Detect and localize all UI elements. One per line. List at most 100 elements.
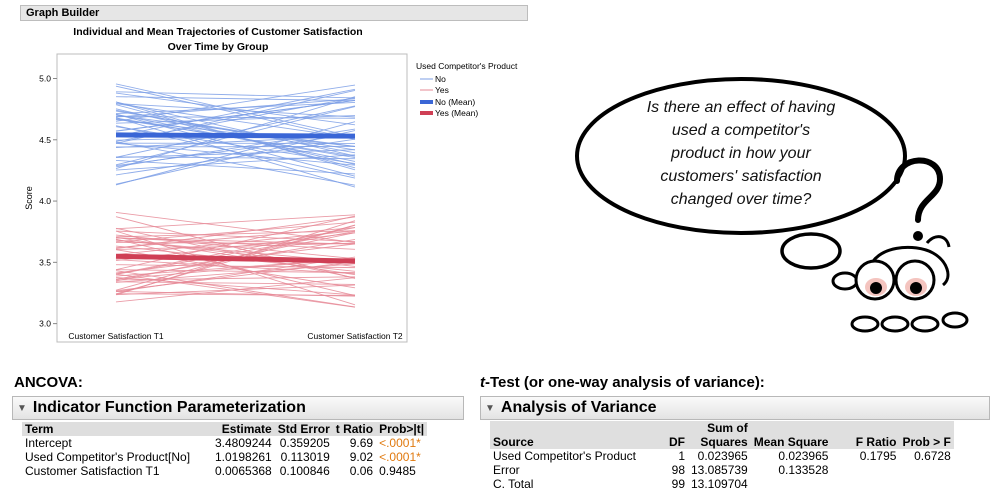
- trajectory-line-yes: [115, 270, 356, 308]
- trajectory-line-yes: [115, 212, 356, 243]
- ms-cell: 0.023965: [778, 449, 829, 463]
- col-sum-bottom: Squares: [700, 435, 748, 449]
- trajectory-line-yes: [115, 261, 356, 292]
- anova-table: Source DF Sum of Squares Mean Square F Ra…: [490, 421, 954, 491]
- p-cell: 0.6728: [914, 449, 951, 463]
- trajectory-chart: Individual and Mean Trajectories of Cust…: [24, 26, 518, 343]
- table-header-row: Term Estimate Std Error t Ratio Prob>|t|: [22, 422, 428, 436]
- table-header-row: Source DF Sum of Squares Mean Square F Ra…: [490, 421, 954, 449]
- thought-bubble: [575, 77, 907, 235]
- y-tick-label: 4.5: [39, 135, 51, 145]
- trajectory-line-yes: [115, 259, 356, 275]
- thought-bubble-puff-small: [831, 271, 859, 291]
- trajectory-line-yes: [115, 237, 356, 245]
- estimate-cell: 3.4809244: [215, 436, 272, 450]
- graph-builder-title: Graph Builder: [20, 5, 528, 21]
- ss-cell: 13.109704: [691, 477, 748, 491]
- legend-label-no: No: [435, 74, 446, 84]
- y-tick-label: 5.0: [39, 74, 51, 84]
- term-cell: Customer Satisfaction T1: [25, 464, 160, 478]
- legend-label-yes-mean: Yes (Mean): [435, 108, 478, 118]
- ancova-panel: ▼ Indicator Function Parameterization Te…: [12, 396, 464, 478]
- df-cell: 98: [671, 463, 685, 477]
- trajectory-line-yes: [115, 277, 356, 296]
- source-cell: Error: [493, 463, 520, 477]
- trajectory-line-yes: [115, 230, 356, 275]
- f-cell: 0.1795: [859, 449, 897, 463]
- anova-panel-title: Analysis of Variance: [500, 399, 657, 416]
- col-source: Source: [490, 421, 646, 449]
- df-cell: 99: [671, 477, 685, 491]
- anova-panel: ▼ Analysis of Variance Source DF Sum of S…: [480, 396, 990, 491]
- ancova-panel-header[interactable]: ▼ Indicator Function Parameterization: [12, 396, 464, 420]
- legend-title: Used Competitor's Product: [416, 61, 518, 71]
- legend-label-no-mean: No (Mean): [435, 97, 475, 107]
- t-ratio-cell: 0.06: [349, 464, 374, 478]
- std-error-cell: 0.113019: [280, 450, 330, 464]
- trajectory-line-yes: [115, 230, 356, 242]
- x-tick-t1: Customer Satisfaction T1: [68, 331, 164, 341]
- ms-cell: [751, 477, 832, 491]
- table-row: Error 98 13.085739 0.133528: [490, 463, 954, 477]
- thought-bubble-text: Is there an effect of having used a comp…: [596, 96, 886, 211]
- mean-line-yes-mean: [115, 253, 356, 264]
- chart-subtitle: Over Time by Group: [168, 41, 269, 53]
- bubble-line: Is there an effect of having: [646, 99, 836, 116]
- trajectory-line-no: [115, 121, 356, 186]
- trajectory-line-no: [115, 142, 356, 166]
- y-axis: 5.0 4.5 4.0 3.5 3.0: [39, 74, 57, 329]
- individual-trajectories: [115, 83, 356, 308]
- std-error-cell: 0.100846: [279, 464, 330, 478]
- chart-title: Individual and Mean Trajectories of Cust…: [73, 26, 362, 38]
- mean-trajectories: [115, 132, 356, 264]
- p-cell: [899, 463, 953, 477]
- trajectory-line-no: [115, 105, 356, 158]
- ttest-heading-rest: -Test (or one-way analysis of variance):: [485, 374, 765, 391]
- df-cell: 1: [678, 449, 685, 463]
- bubble-line: used a competitor's: [671, 122, 811, 139]
- question-mark-icon: [894, 157, 944, 241]
- bubble-line: changed over time?: [670, 191, 812, 208]
- y-tick-label: 3.5: [39, 257, 51, 267]
- trajectory-line-yes: [115, 237, 356, 250]
- disclosure-triangle-icon[interactable]: ▼: [17, 402, 27, 414]
- trajectory-line-no: [115, 141, 356, 186]
- trajectory-line-no: [115, 99, 356, 132]
- source-cell: C. Total: [493, 477, 534, 491]
- table-row: Intercept 3.4809244 0.359205 9.69 <.0001…: [22, 436, 427, 450]
- col-sum-top: Sum of: [707, 421, 748, 435]
- trajectory-line-no: [115, 96, 356, 102]
- trajectory-line-yes: [115, 290, 356, 297]
- ss-cell: 0.023965: [697, 449, 748, 463]
- bubble-line: customers' satisfaction: [660, 168, 822, 185]
- thought-bubble-illustration: [575, 77, 969, 333]
- ancova-table: Term Estimate Std Error t Ratio Prob>|t|…: [22, 422, 428, 478]
- p-cell: [899, 477, 953, 491]
- prob-cell: <.0001*: [379, 450, 421, 464]
- anova-panel-header[interactable]: ▼ Analysis of Variance: [480, 396, 990, 420]
- confused-face-icon: [850, 235, 969, 333]
- std-error-cell: 0.359205: [279, 436, 330, 450]
- trajectory-line-yes: [115, 214, 356, 230]
- table-row: Used Competitor's Product[No] 1.0198261 …: [22, 450, 427, 464]
- trajectory-line-no: [115, 154, 356, 171]
- trajectory-line-no: [115, 88, 356, 137]
- trajectory-line-yes: [115, 269, 356, 274]
- col-t-ratio: t Ratio: [332, 422, 377, 436]
- table-row: Used Competitor's Product 1 0.023965 0.0…: [490, 449, 954, 463]
- col-f-ratio: F Ratio: [831, 421, 900, 449]
- trajectory-line-no: [115, 92, 356, 126]
- x-tick-t2: Customer Satisfaction T2: [307, 331, 403, 341]
- f-cell: [831, 463, 899, 477]
- trajectory-line-no: [115, 83, 356, 138]
- col-mean-square: Mean Square: [750, 421, 832, 449]
- col-prob-f: Prob > F: [899, 421, 954, 449]
- table-row: C. Total 99 13.109704: [490, 477, 954, 491]
- trajectory-line-no: [115, 115, 356, 119]
- trajectory-line-yes: [115, 216, 356, 279]
- prob-cell: 0.9485: [379, 464, 416, 478]
- y-tick-label: 3.0: [39, 319, 51, 329]
- t-ratio-cell: 9.02: [349, 450, 374, 464]
- f-cell: [831, 477, 899, 491]
- disclosure-triangle-icon[interactable]: ▼: [485, 402, 495, 414]
